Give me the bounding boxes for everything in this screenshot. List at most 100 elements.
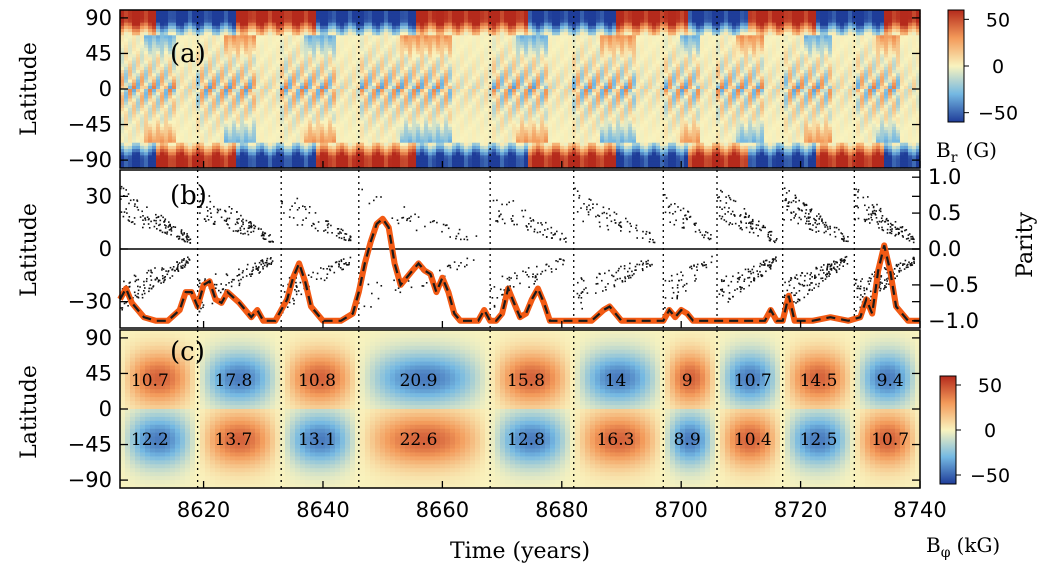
heatmap-cell xyxy=(192,139,197,144)
heatmap-cell xyxy=(244,41,249,46)
heatmap-cell xyxy=(192,120,197,125)
heatmap-cell xyxy=(152,60,157,65)
heatmap-cell xyxy=(224,98,229,103)
heatmap-cell xyxy=(176,70,181,74)
heatmap-cell xyxy=(176,123,181,128)
heatmap-cell xyxy=(128,130,133,134)
heatmap-cell xyxy=(164,126,169,131)
heatmap-cell xyxy=(196,120,201,125)
heatmap-cell xyxy=(220,139,225,144)
heatmap-cell xyxy=(248,98,253,103)
heatmap-cell xyxy=(240,10,245,14)
heatmap-cell xyxy=(248,104,253,109)
heatmap-cell xyxy=(256,57,261,62)
heatmap-cell xyxy=(200,28,205,33)
heatmap-cell xyxy=(212,95,217,100)
heatmap-cell xyxy=(128,51,133,55)
heatmap-cell xyxy=(144,54,149,58)
heatmap-cell xyxy=(220,101,225,106)
heatmap-cell xyxy=(200,161,205,166)
heatmap-cell xyxy=(228,130,233,134)
heatmap-cell xyxy=(232,120,237,125)
heatmap-cell xyxy=(168,111,173,115)
heatmap-cell xyxy=(168,155,173,160)
heatmap-cell xyxy=(172,66,177,71)
heatmap-cell xyxy=(184,51,189,55)
heatmap-cell xyxy=(244,10,249,14)
heatmap-cell xyxy=(212,161,217,166)
heatmap-cell xyxy=(192,101,197,106)
heatmap-cell xyxy=(204,35,209,40)
heatmap-cell xyxy=(188,155,193,160)
heatmap-cell xyxy=(232,101,237,106)
heatmap-cell xyxy=(200,54,205,58)
heatmap-cell xyxy=(164,139,169,144)
heatmap-cell xyxy=(132,79,137,84)
heatmap-cell xyxy=(136,35,141,40)
heatmap-cell xyxy=(236,101,241,106)
heatmap-cell xyxy=(132,70,137,74)
heatmap-cell xyxy=(248,25,253,30)
heatmap-cell xyxy=(212,47,217,52)
heatmap-cell xyxy=(180,28,185,33)
heatmap-cell xyxy=(236,149,241,153)
heatmap-cell xyxy=(184,123,189,128)
heatmap-cell xyxy=(156,161,161,166)
heatmap-cell xyxy=(204,145,209,150)
heatmap-cell xyxy=(208,82,213,87)
heatmap-cell xyxy=(176,54,181,58)
heatmap-cell xyxy=(160,98,165,103)
heatmap-cell xyxy=(220,16,225,21)
heatmap-cell xyxy=(236,70,241,74)
heatmap-cell xyxy=(160,158,165,163)
heatmap-cell xyxy=(144,16,149,21)
heatmap-cell xyxy=(236,25,241,30)
heatmap-cell xyxy=(212,51,217,55)
heatmap-cell xyxy=(128,139,133,144)
heatmap-cell xyxy=(256,164,261,169)
heatmap-cell xyxy=(136,41,141,46)
heatmap-cell xyxy=(200,120,205,125)
heatmap-cell xyxy=(252,28,257,33)
heatmap-cell xyxy=(136,107,141,112)
heatmap-cell xyxy=(200,111,205,115)
heatmap-cell xyxy=(180,38,185,43)
heatmap-cell xyxy=(228,28,233,33)
heatmap-cell xyxy=(244,139,249,144)
heatmap-cell xyxy=(172,57,177,62)
heatmap-cell xyxy=(208,136,213,141)
heatmap-cell xyxy=(220,136,225,141)
heatmap-cell xyxy=(152,89,157,93)
heatmap-cell xyxy=(244,114,249,119)
heatmap-cell xyxy=(180,152,185,156)
heatmap-cell xyxy=(248,85,253,90)
heatmap-cell xyxy=(252,63,257,68)
heatmap-cell xyxy=(232,44,237,49)
heatmap-cell xyxy=(148,133,153,137)
heatmap-cell xyxy=(252,114,257,119)
heatmap-cell xyxy=(228,133,233,137)
heatmap-cell xyxy=(120,54,125,58)
heatmap-cell xyxy=(232,104,237,109)
heatmap-cell xyxy=(192,126,197,131)
heatmap-cell xyxy=(172,73,177,77)
heatmap-cell xyxy=(196,35,201,40)
heatmap-cell xyxy=(160,10,165,14)
heatmap-cell xyxy=(184,54,189,58)
heatmap-cell xyxy=(244,130,249,134)
heatmap-cell xyxy=(208,79,213,84)
heatmap-cell xyxy=(240,155,245,160)
heatmap-cell xyxy=(260,16,265,21)
heatmap-cell xyxy=(164,85,169,90)
heatmap-cell xyxy=(140,155,145,160)
heatmap-cell xyxy=(140,54,145,58)
heatmap-cell xyxy=(120,164,125,169)
heatmap-cell xyxy=(196,145,201,150)
heatmap-cell xyxy=(168,85,173,90)
heatmap-cell xyxy=(128,54,133,58)
heatmap-cell xyxy=(188,85,193,90)
heatmap-cell xyxy=(224,16,229,21)
heatmap-cell xyxy=(124,95,129,100)
heatmap-cell xyxy=(156,41,161,46)
heatmap-cell xyxy=(136,82,141,87)
